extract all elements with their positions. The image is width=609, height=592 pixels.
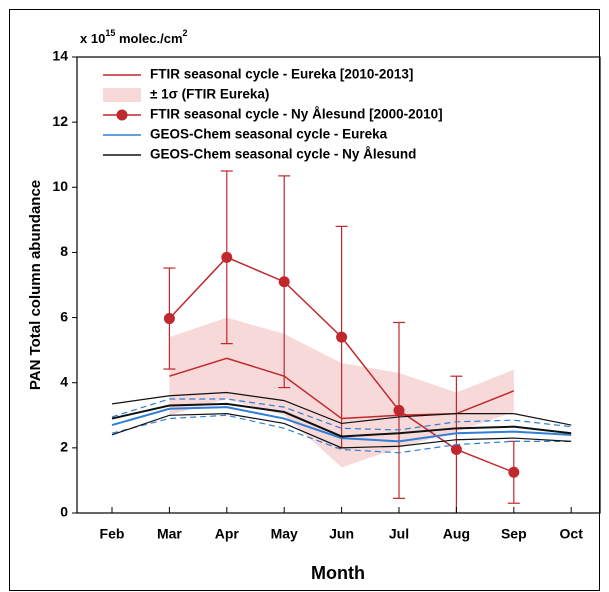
y-tick-label: 0 bbox=[60, 504, 68, 520]
x-tick-label: Sep bbox=[501, 526, 527, 542]
x-tick-label: Apr bbox=[215, 526, 240, 542]
marker bbox=[163, 313, 175, 325]
y-tick-label: 2 bbox=[60, 439, 68, 455]
legend-swatch bbox=[103, 88, 141, 102]
y-axis-label: PAN Total column abundance bbox=[27, 180, 44, 390]
marker bbox=[278, 276, 290, 288]
legend-marker bbox=[116, 109, 128, 121]
y-tick-label: 6 bbox=[60, 308, 68, 324]
marker bbox=[221, 251, 233, 263]
legend-label: FTIR seasonal cycle - Ny Ålesund [2000-2… bbox=[150, 107, 443, 122]
legend-label: ± 1σ (FTIR Eureka) bbox=[150, 87, 269, 102]
legend-label: GEOS-Chem seasonal cycle - Ny Ålesund bbox=[150, 147, 416, 162]
marker bbox=[450, 443, 462, 455]
y-unit: x 1015 molec./cm2 bbox=[80, 28, 188, 46]
x-tick-label: Oct bbox=[560, 526, 584, 542]
x-tick-label: Mar bbox=[157, 526, 182, 542]
marker bbox=[508, 466, 520, 478]
plot-area bbox=[111, 170, 572, 513]
legend-label: FTIR seasonal cycle - Eureka [2010-2013] bbox=[150, 67, 413, 82]
spread-upper bbox=[111, 398, 572, 431]
plot-frame bbox=[76, 56, 601, 514]
x-axis-label: Month bbox=[311, 563, 365, 583]
legend: FTIR seasonal cycle - Eureka [2010-2013]… bbox=[103, 67, 443, 162]
x-tick-label: Jun bbox=[329, 526, 354, 542]
marker bbox=[336, 331, 348, 343]
y-tick-label: 8 bbox=[60, 243, 68, 259]
series-line bbox=[111, 406, 572, 443]
x-tick-label: Aug bbox=[443, 526, 470, 542]
series-line bbox=[111, 402, 572, 438]
legend-label: GEOS-Chem seasonal cycle - Eureka bbox=[150, 127, 388, 142]
y-tick-label: 4 bbox=[60, 373, 68, 389]
x-tick-label: Jul bbox=[389, 526, 409, 542]
y-tick-label: 10 bbox=[52, 178, 68, 194]
spread-upper bbox=[111, 391, 572, 426]
x-tick-label: Feb bbox=[100, 526, 125, 542]
spread-lower bbox=[111, 413, 572, 449]
y-tick-label: 14 bbox=[52, 48, 68, 64]
spread-lower bbox=[111, 414, 572, 454]
marker bbox=[393, 404, 405, 416]
x-tick-label: May bbox=[271, 526, 298, 542]
y-tick-label: 12 bbox=[52, 113, 68, 129]
